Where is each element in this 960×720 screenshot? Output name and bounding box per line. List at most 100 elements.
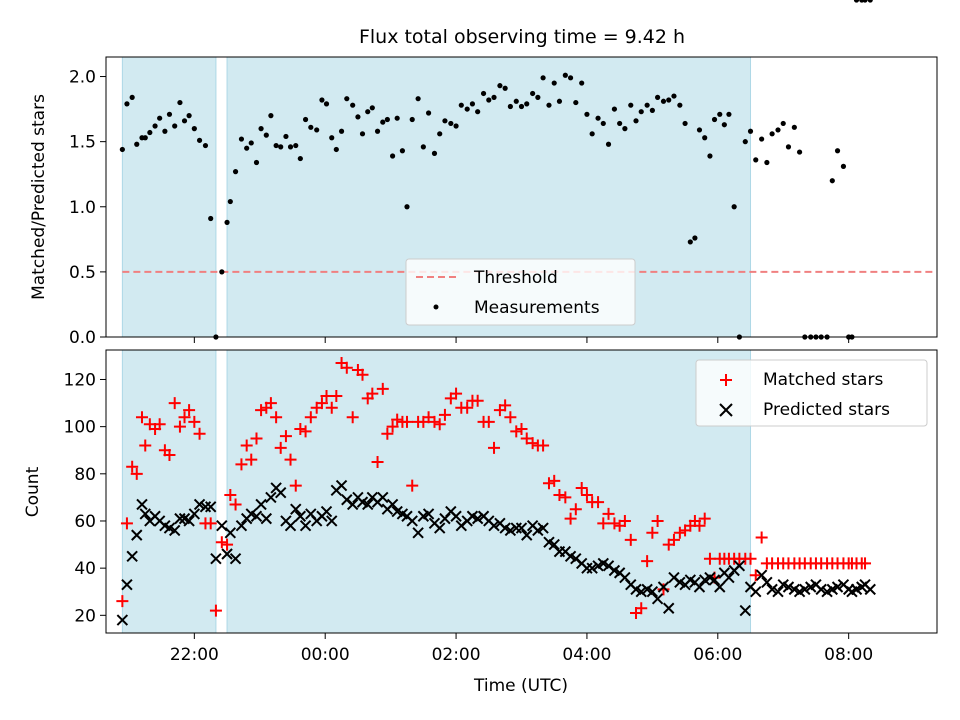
measurement-point xyxy=(687,239,693,245)
measurement-point xyxy=(323,101,330,107)
measurement-point xyxy=(297,155,303,162)
measurement-point xyxy=(448,120,454,127)
predicted-star-marker xyxy=(488,519,500,532)
matched-star-marker xyxy=(209,604,222,617)
predicted-star-marker xyxy=(386,498,399,511)
top-panel: 0.00.51.01.52.0 Matched/Predicted stars … xyxy=(29,0,938,348)
matched-star-marker xyxy=(515,423,528,436)
measurement-point xyxy=(644,102,650,108)
predicted-star-marker xyxy=(136,498,148,511)
measurement-point xyxy=(475,109,481,115)
matched-star-marker xyxy=(553,489,566,502)
matched-star-marker xyxy=(400,415,413,428)
predicted-star-marker xyxy=(168,524,181,537)
legend-measurements-swatch xyxy=(433,304,439,310)
matched-star-marker xyxy=(193,427,206,440)
bottom-shaded-intervals xyxy=(121,349,752,634)
measurement-point xyxy=(129,94,135,100)
matched-star-marker xyxy=(641,555,654,568)
predicted-star-marker xyxy=(739,604,751,617)
predicted-star-marker xyxy=(131,529,143,541)
measurement-point xyxy=(518,103,525,110)
matched-star-marker xyxy=(651,514,664,527)
measurement-point xyxy=(355,114,361,120)
measurement-point xyxy=(573,99,579,106)
measurement-point xyxy=(425,110,432,116)
measurement-point xyxy=(273,142,279,149)
measurement-point xyxy=(480,90,487,97)
matched-star-marker xyxy=(188,415,201,428)
matched-star-marker xyxy=(548,474,561,487)
matched-star-marker xyxy=(667,533,680,546)
measurement-point xyxy=(162,128,168,134)
bottom-y-axis: 20 40 60 80 100 120 xyxy=(64,370,106,626)
measurement-point xyxy=(721,122,727,128)
predicted-star-marker xyxy=(121,578,133,591)
matched-star-marker xyxy=(135,411,148,424)
matched-star-marker xyxy=(526,437,539,450)
matched-star-marker xyxy=(340,361,353,374)
matched-star-marker xyxy=(386,420,399,433)
y-tick-label: 120 xyxy=(64,370,96,390)
measurement-point xyxy=(248,140,254,146)
shaded-interval xyxy=(226,349,752,634)
predicted-star-marker xyxy=(265,491,277,504)
top-legend: Threshold Measurements xyxy=(405,258,636,326)
measurement-point xyxy=(649,107,655,113)
predicted-star-marker xyxy=(116,614,129,626)
predicted-star-marker xyxy=(235,519,248,532)
measurement-point xyxy=(753,157,759,163)
predicted-star-marker xyxy=(434,522,446,534)
measurement-point xyxy=(268,113,274,119)
measurement-point xyxy=(186,113,192,119)
predicted-star-marker xyxy=(320,505,333,518)
matched-star-marker xyxy=(294,423,307,436)
predicted-star-marker xyxy=(377,491,389,504)
matched-star-marker xyxy=(504,411,517,424)
matched-star-marker xyxy=(499,399,512,412)
measurement-point xyxy=(384,116,390,123)
matched-star-marker xyxy=(204,517,217,530)
matched-star-marker xyxy=(597,517,610,530)
measurement-point xyxy=(530,90,536,97)
measurement-point xyxy=(308,124,314,130)
matched-star-marker xyxy=(537,439,550,452)
matched-star-marker xyxy=(284,453,297,466)
predicted-star-marker xyxy=(515,522,528,534)
matched-star-marker xyxy=(542,477,555,490)
y-tick-label: 60 xyxy=(74,512,96,532)
shaded-interval xyxy=(121,349,217,634)
measurement-point xyxy=(469,101,476,107)
predicted-star-marker xyxy=(183,515,195,527)
matched-star-marker xyxy=(325,401,338,414)
measurement-point xyxy=(177,99,183,106)
matched-star-marker xyxy=(240,439,253,452)
measurement-point xyxy=(702,135,708,141)
predicted-star-marker xyxy=(255,498,267,511)
measurement-point xyxy=(224,219,230,225)
measurement-point xyxy=(338,128,345,134)
measurement-point xyxy=(142,135,148,141)
legend-threshold-label: Threshold xyxy=(473,268,558,288)
measurement-point xyxy=(628,102,634,108)
matched-star-marker xyxy=(450,387,463,400)
predicted-star-marker xyxy=(723,571,735,584)
predicted-star-marker xyxy=(274,486,287,499)
predicted-star-marker xyxy=(581,562,593,574)
measurement-point xyxy=(546,102,552,108)
predicted-star-marker xyxy=(229,553,242,565)
measurement-point xyxy=(369,105,375,111)
legend-measurements-label: Measurements xyxy=(474,298,600,318)
matched-star-marker xyxy=(346,411,359,424)
measurement-point xyxy=(208,215,214,222)
predicted-star-marker xyxy=(815,583,827,596)
predicted-star-marker xyxy=(210,553,222,565)
measurement-point xyxy=(219,269,225,275)
measurement-point xyxy=(611,106,618,112)
matched-star-marker xyxy=(438,408,451,421)
matched-star-marker xyxy=(330,389,343,402)
measurement-point xyxy=(785,144,792,150)
measurement-point xyxy=(278,144,284,150)
predicted-star-marker xyxy=(548,538,560,551)
matched-star-marker xyxy=(693,519,706,532)
